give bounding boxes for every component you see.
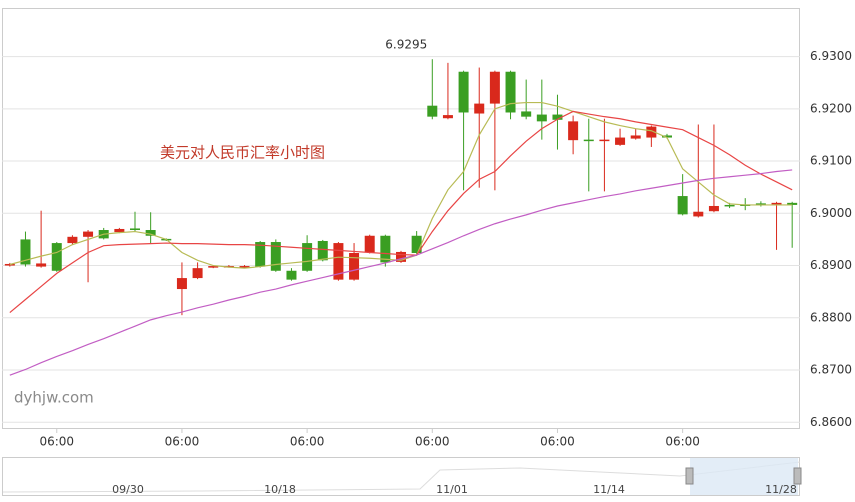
navigator-handle[interactable] bbox=[685, 467, 694, 485]
candle-body bbox=[130, 228, 140, 231]
navigator-label: 11/28 bbox=[765, 483, 797, 496]
navigator-selection[interactable] bbox=[690, 458, 798, 495]
candle-body bbox=[646, 126, 657, 138]
y-tick-label: 6.8900 bbox=[810, 258, 852, 272]
candle-body bbox=[302, 243, 313, 271]
navigator-label: 11/14 bbox=[593, 483, 625, 496]
x-tick-label: 06:00 bbox=[540, 435, 575, 449]
candle-body bbox=[708, 205, 719, 212]
candle-body bbox=[662, 135, 672, 138]
max-label: 6.9295 bbox=[385, 38, 427, 52]
candle-body bbox=[771, 202, 782, 205]
y-tick-label: 6.8600 bbox=[810, 415, 852, 429]
y-tick-label: 6.9300 bbox=[810, 49, 852, 63]
navigator-label: 09/30 bbox=[112, 483, 144, 496]
candle-body bbox=[333, 243, 344, 280]
y-tick-label: 6.9000 bbox=[810, 206, 852, 220]
plot-frame bbox=[2, 8, 800, 429]
x-tick-label: 06:00 bbox=[665, 435, 700, 449]
candle-body bbox=[239, 266, 250, 268]
candle-body bbox=[599, 139, 610, 142]
navigator-label: 10/18 bbox=[264, 483, 296, 496]
candle-body bbox=[270, 242, 281, 271]
candle-body bbox=[521, 111, 532, 117]
x-tick-label: 06:00 bbox=[415, 435, 450, 449]
candle-body bbox=[489, 71, 500, 104]
candle-body bbox=[442, 115, 453, 119]
ma-line bbox=[9, 110, 793, 314]
candle-body bbox=[474, 103, 485, 114]
candle-body bbox=[427, 105, 438, 117]
ma-line bbox=[9, 101, 793, 269]
candle-body bbox=[145, 230, 156, 236]
candle-body bbox=[505, 71, 516, 113]
navigator-preview bbox=[2, 461, 801, 493]
navigator-label: 11/01 bbox=[436, 483, 468, 496]
candle-body bbox=[568, 121, 579, 141]
candle-body bbox=[630, 135, 641, 139]
y-tick-label: 6.8700 bbox=[810, 363, 852, 377]
candle-body bbox=[349, 253, 360, 280]
y-tick-label: 6.9100 bbox=[810, 154, 852, 168]
x-tick-label: 06:00 bbox=[290, 435, 325, 449]
candle-body bbox=[552, 114, 563, 120]
candle-body bbox=[176, 278, 187, 290]
candle-body bbox=[36, 263, 47, 267]
candle-body bbox=[536, 114, 547, 122]
navigator-handle[interactable] bbox=[793, 467, 802, 485]
y-tick-label: 6.9200 bbox=[810, 101, 852, 115]
candle-body bbox=[4, 263, 15, 266]
candle-body bbox=[114, 228, 125, 233]
candle-body bbox=[396, 251, 406, 262]
x-tick-label: 06:00 bbox=[165, 435, 200, 449]
ma-line bbox=[9, 169, 793, 376]
candle-body bbox=[192, 268, 203, 279]
candle-body bbox=[20, 239, 31, 265]
watermark: dyhjw.com bbox=[14, 389, 94, 407]
candle-body bbox=[677, 196, 688, 215]
candle-body bbox=[255, 242, 266, 267]
candle-body bbox=[583, 139, 594, 142]
candle-body bbox=[411, 235, 422, 253]
x-tick-label: 06:00 bbox=[39, 435, 74, 449]
candle-body bbox=[787, 202, 798, 205]
candle-body bbox=[317, 240, 328, 261]
candle-body bbox=[615, 137, 626, 145]
candle-body bbox=[208, 266, 219, 268]
candle-body bbox=[693, 211, 704, 217]
candle-body bbox=[364, 235, 375, 253]
candle-body bbox=[83, 231, 94, 237]
chart-title: 美元对人民币汇率小时图 bbox=[160, 144, 325, 162]
candle-body bbox=[724, 204, 735, 207]
candle-body bbox=[51, 243, 62, 271]
y-tick-label: 6.8800 bbox=[810, 310, 852, 324]
candle-body bbox=[286, 270, 297, 280]
candle-body bbox=[67, 236, 78, 244]
candle-body bbox=[380, 235, 391, 263]
candle-body bbox=[458, 71, 469, 113]
